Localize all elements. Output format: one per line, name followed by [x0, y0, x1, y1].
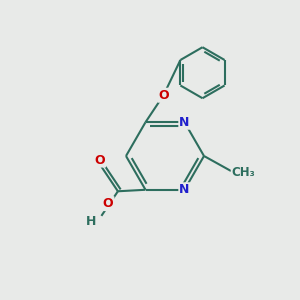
Text: CH₃: CH₃: [232, 166, 256, 179]
Text: O: O: [94, 154, 105, 166]
Text: H: H: [86, 215, 96, 228]
Text: N: N: [179, 183, 190, 196]
Text: O: O: [103, 197, 113, 210]
Text: O: O: [158, 89, 169, 102]
Text: N: N: [179, 116, 190, 129]
